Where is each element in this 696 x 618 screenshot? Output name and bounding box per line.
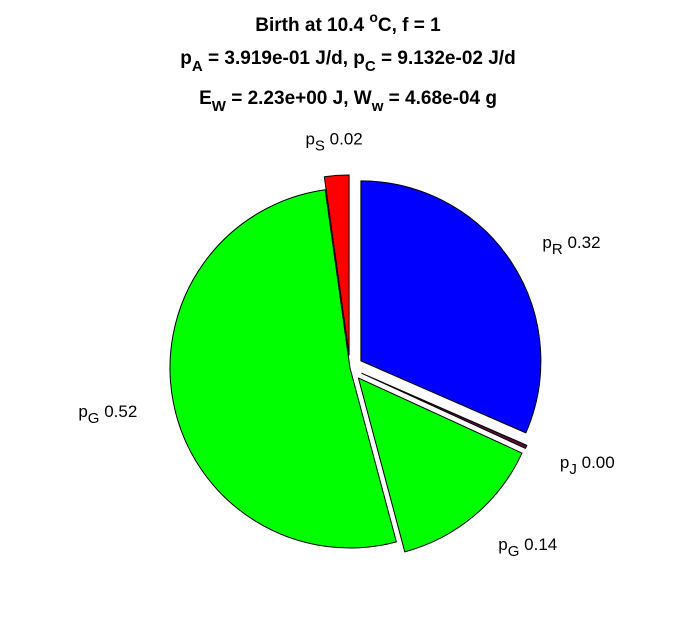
pie-slice-pG-3 bbox=[169, 189, 397, 549]
title-line-2: pA = 3.919e-01 J/d, pC = 9.132e-02 J/d bbox=[180, 48, 515, 75]
slice-label-subscript: G bbox=[508, 543, 520, 560]
title-line-3-part-1: W bbox=[212, 98, 227, 115]
slice-label-value: 0.02 bbox=[330, 130, 363, 149]
slice-label-name: p bbox=[305, 130, 314, 149]
slice-label-pG-2: pG 0.14 bbox=[498, 535, 557, 560]
slice-label-name: p bbox=[498, 535, 507, 554]
slice-label-name: p bbox=[542, 233, 551, 252]
title-line-3: EW = 2.23e+00 J, Ww = 4.68e-04 g bbox=[199, 88, 497, 115]
slice-label-subscript: S bbox=[315, 138, 325, 155]
title-line-1-part-2: C, f = 1 bbox=[378, 15, 441, 36]
slice-label-value: 0.52 bbox=[104, 402, 137, 421]
title-line-3-part-3: w bbox=[371, 98, 384, 115]
pie-slice-pS-4 bbox=[323, 174, 350, 356]
title-line-2-part-2: = 3.919e-01 J/d, p bbox=[203, 48, 365, 69]
slice-label-pR-0: pR 0.32 bbox=[542, 233, 600, 258]
title-line-1-part-0: Birth at 10.4 bbox=[255, 15, 369, 36]
title-line-3-part-4: = 4.68e-04 g bbox=[383, 88, 497, 109]
title-line-2-part-0: p bbox=[180, 48, 192, 69]
slice-label-subscript: G bbox=[88, 410, 100, 427]
slice-label-value: 0.00 bbox=[582, 453, 615, 472]
slice-label-subscript: R bbox=[552, 241, 563, 258]
pie-slice-pJ-1 bbox=[361, 372, 528, 449]
slice-label-pG-3: pG 0.52 bbox=[78, 402, 137, 427]
slice-label-subscript: J bbox=[569, 461, 577, 478]
pie-slices bbox=[169, 174, 542, 553]
chart-title: Birth at 10.4 oC, f = 1 pA = 3.919e-01 J/… bbox=[180, 9, 515, 115]
title-line-2-part-3: C bbox=[365, 58, 376, 75]
title-line-2-part-1: A bbox=[192, 58, 203, 75]
title-line-1-part-1: o bbox=[369, 9, 378, 25]
title-line-3-part-2: = 2.23e+00 J, W bbox=[226, 88, 372, 109]
slice-label-name: p bbox=[78, 402, 87, 421]
title-line-1: Birth at 10.4 oC, f = 1 bbox=[255, 9, 441, 36]
pie-slice-pG-2 bbox=[357, 377, 523, 553]
slice-label-pS-4: pS 0.02 bbox=[305, 130, 362, 155]
title-line-3-part-0: E bbox=[199, 88, 212, 109]
slice-label-pJ-1: pJ 0.00 bbox=[560, 453, 615, 478]
title-line-2-part-4: = 9.132e-02 J/d bbox=[376, 48, 516, 69]
slice-label-name: p bbox=[560, 453, 569, 472]
pie-slice-pR-0 bbox=[360, 180, 542, 434]
slice-label-value: 0.32 bbox=[567, 233, 600, 252]
slice-label-value: 0.14 bbox=[524, 535, 557, 554]
